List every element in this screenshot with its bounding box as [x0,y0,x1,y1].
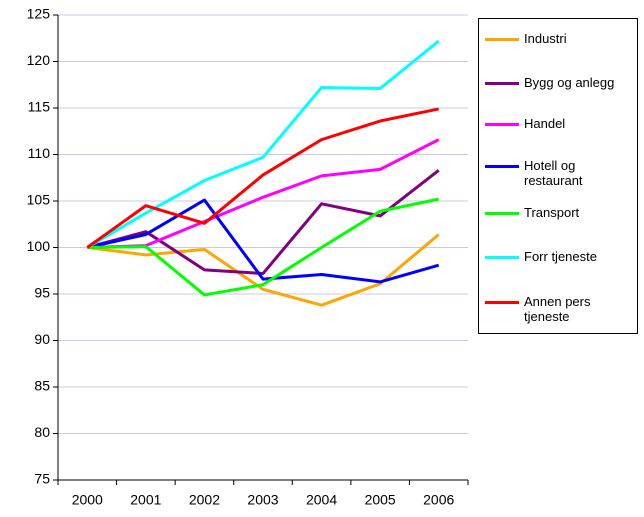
y-tick-label: 125 [27,6,51,22]
series-line [86,198,440,284]
legend-label: Bygg og anlegg [524,75,615,90]
y-tick-label: 110 [28,145,51,161]
series-line [87,233,440,307]
y-tick-label: 95 [34,285,50,301]
legend-swatch [485,82,519,85]
x-tick-label: 2006 [423,492,454,508]
series-line [86,39,440,249]
x-tick-label: 2002 [189,492,220,508]
legend-swatch [485,38,519,41]
legend-label: Handel [524,116,566,131]
legend-entry: Industri [485,31,634,46]
y-tick-label: 80 [34,424,50,440]
legend-swatch [485,123,519,126]
y-tick-label: 85 [34,378,50,394]
y-tick-label: 75 [34,471,50,487]
y-tick-label: 115 [28,99,51,115]
series-line [86,169,440,276]
series-line [87,197,440,297]
legend-swatch [485,256,519,259]
legend-label: Forr tjeneste [524,249,597,264]
x-tick-label: 2003 [247,492,278,508]
series-line [86,107,440,249]
x-tick-label: 2005 [365,492,396,508]
legend-label: Transport [524,205,580,220]
y-tick-label: 100 [27,238,51,254]
x-tick-label: 2000 [72,492,103,508]
x-tick-label: 2004 [306,492,337,508]
legend-label: Industri [524,31,567,46]
legend-entry: Bygg og anlegg [485,75,634,90]
y-tick-label: 105 [27,192,51,208]
x-tick-label: 2001 [130,492,161,508]
y-tick-label: 90 [34,331,50,347]
legend-swatch [485,301,519,304]
legend-entry: Handel [485,116,634,131]
legend-label: Hotell og restaurant [524,158,583,188]
legend-entry: Forr tjeneste [485,249,634,264]
legend: Industri Bygg og anlegg Handel Hotell og re… [478,18,638,334]
legend-entry: Hotell og restaurant [485,158,634,188]
legend-label: Annen pers tjeneste [524,294,591,324]
legend-entry: Transport [485,205,634,220]
legend-swatch [485,165,519,168]
legend-swatch [485,212,519,215]
y-tick-label: 120 [27,52,51,68]
legend-entry: Annen pers tjeneste [485,294,634,324]
